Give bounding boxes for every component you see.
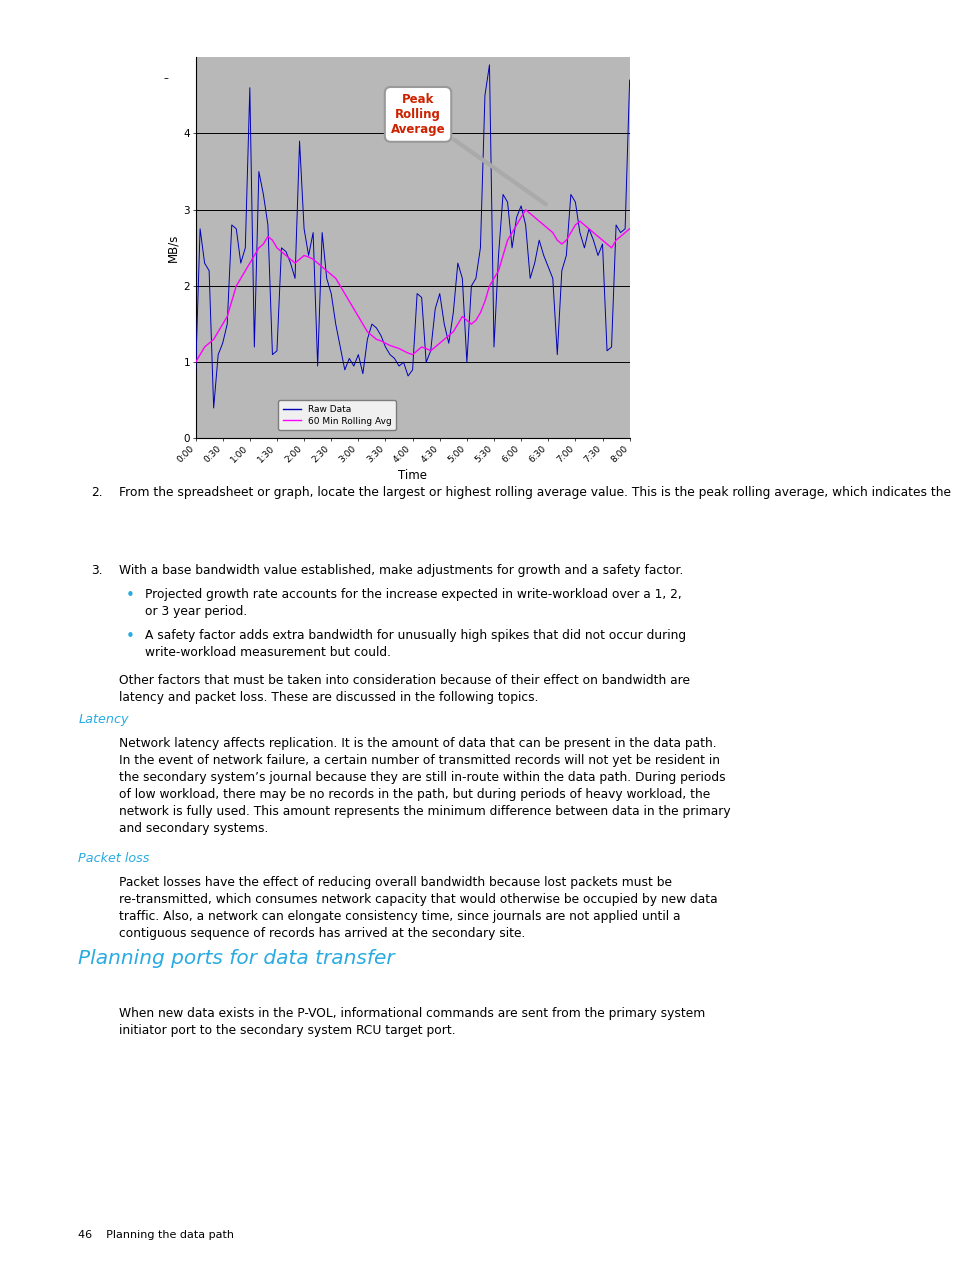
Text: •: • <box>126 629 134 644</box>
Text: Network latency affects replication. It is the amount of data that can be presen: Network latency affects replication. It … <box>119 737 730 835</box>
Text: With a base bandwidth value established, make adjustments for growth and a safet: With a base bandwidth value established,… <box>119 564 683 577</box>
Text: Projected growth rate accounts for the increase expected in write-workload over : Projected growth rate accounts for the i… <box>145 588 681 619</box>
Text: Peak
Rolling
Average: Peak Rolling Average <box>391 93 545 205</box>
Text: A safety factor adds extra bandwidth for unusually high spikes that did not occu: A safety factor adds extra bandwidth for… <box>145 629 685 660</box>
Legend: Raw Data, 60 Min Rolling Avg: Raw Data, 60 Min Rolling Avg <box>278 400 395 430</box>
Text: From the spreadsheet or graph, locate the largest or highest rolling average val: From the spreadsheet or graph, locate th… <box>119 486 953 498</box>
Text: 2.: 2. <box>91 486 102 498</box>
Text: 3.: 3. <box>91 564 102 577</box>
Text: Other factors that must be taken into consideration because of their effect on b: Other factors that must be taken into co… <box>119 674 690 704</box>
Text: 46    Planning the data path: 46 Planning the data path <box>78 1230 234 1240</box>
Text: Planning ports for data transfer: Planning ports for data transfer <box>78 949 395 969</box>
X-axis label: Time: Time <box>397 469 427 482</box>
Text: Packet losses have the effect of reducing overall bandwidth because lost packets: Packet losses have the effect of reducin… <box>119 876 717 939</box>
Text: Latency: Latency <box>78 713 129 726</box>
Text: –: – <box>163 74 168 84</box>
Text: •: • <box>126 588 134 604</box>
Y-axis label: MB/s: MB/s <box>166 234 179 262</box>
Text: When new data exists in the P-VOL, informational commands are sent from the prim: When new data exists in the P-VOL, infor… <box>119 1007 705 1037</box>
Text: Packet loss: Packet loss <box>78 852 150 864</box>
